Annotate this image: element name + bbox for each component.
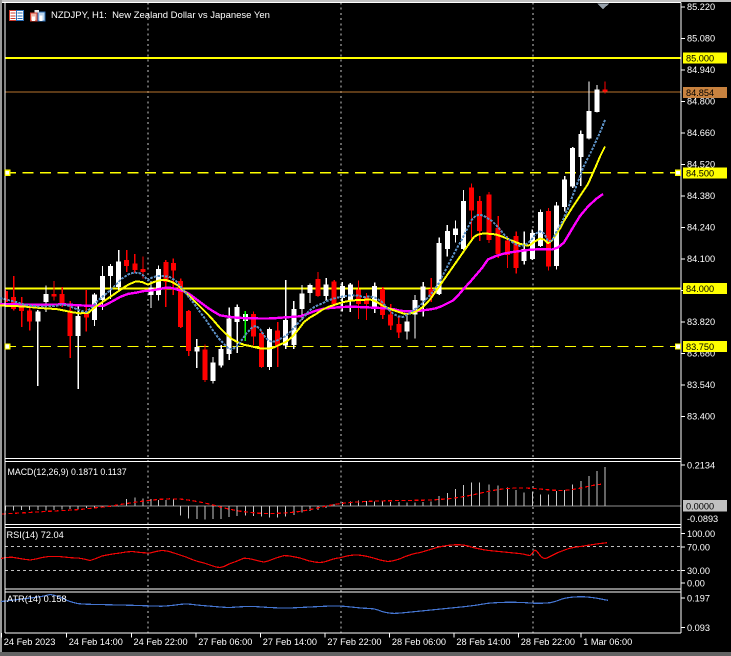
svg-text:83.540: 83.540 bbox=[687, 380, 715, 390]
svg-text:-0.0893: -0.0893 bbox=[687, 514, 718, 524]
svg-text:84.500: 84.500 bbox=[686, 169, 714, 179]
svg-text:0.093: 0.093 bbox=[687, 623, 710, 633]
svg-text:85.000: 85.000 bbox=[686, 54, 714, 64]
svg-text:0.0000: 0.0000 bbox=[686, 502, 714, 512]
svg-text:85.080: 85.080 bbox=[687, 34, 715, 44]
svg-text:70.00: 70.00 bbox=[687, 542, 710, 552]
svg-text:84.520: 84.520 bbox=[687, 160, 715, 170]
svg-text:0.2134: 0.2134 bbox=[687, 461, 715, 471]
svg-text:RSI(14) 72.04: RSI(14) 72.04 bbox=[7, 530, 64, 540]
svg-text:0.197: 0.197 bbox=[687, 593, 710, 603]
svg-text:30.00: 30.00 bbox=[687, 566, 710, 576]
svg-text:84.000: 84.000 bbox=[686, 284, 714, 294]
svg-text:83.680: 83.680 bbox=[687, 349, 715, 359]
svg-text:85.220: 85.220 bbox=[687, 2, 715, 12]
svg-text:84.940: 84.940 bbox=[687, 65, 715, 75]
svg-text:27 Feb 14:00: 27 Feb 14:00 bbox=[263, 637, 317, 647]
svg-text:1 Mar 06:00: 1 Mar 06:00 bbox=[583, 637, 632, 647]
svg-text:27 Feb 22:00: 27 Feb 22:00 bbox=[327, 637, 381, 647]
svg-text:24 Feb 2023: 24 Feb 2023 bbox=[4, 637, 56, 647]
svg-text:28 Feb 06:00: 28 Feb 06:00 bbox=[392, 637, 446, 647]
svg-text:84.800: 84.800 bbox=[687, 97, 715, 107]
svg-text:83.400: 83.400 bbox=[687, 412, 715, 422]
svg-text:28 Feb 14:00: 28 Feb 14:00 bbox=[456, 637, 510, 647]
svg-text:MACD(12,26,9) 0.1871 0.1137: MACD(12,26,9) 0.1871 0.1137 bbox=[8, 467, 127, 477]
svg-text:84.854: 84.854 bbox=[686, 88, 714, 98]
svg-text:84.660: 84.660 bbox=[687, 128, 715, 138]
svg-text:NZDJPY, H1: New Zealand Dolla: NZDJPY, H1: New Zealand Dollar vs Japane… bbox=[51, 10, 270, 21]
svg-text:83.820: 83.820 bbox=[687, 317, 715, 327]
svg-text:84.380: 84.380 bbox=[687, 191, 715, 201]
svg-text:28 Feb 22:00: 28 Feb 22:00 bbox=[521, 637, 575, 647]
svg-text:ATR(14) 0.158: ATR(14) 0.158 bbox=[7, 594, 67, 604]
svg-text:84.100: 84.100 bbox=[687, 254, 715, 264]
svg-text:0.00: 0.00 bbox=[687, 578, 705, 588]
svg-text:24 Feb 14:00: 24 Feb 14:00 bbox=[69, 637, 123, 647]
svg-text:100.00: 100.00 bbox=[687, 529, 715, 539]
svg-text:83.750: 83.750 bbox=[686, 342, 714, 352]
svg-text:24 Feb 22:00: 24 Feb 22:00 bbox=[134, 637, 188, 647]
svg-text:84.240: 84.240 bbox=[687, 223, 715, 233]
svg-text:27 Feb 06:00: 27 Feb 06:00 bbox=[198, 637, 252, 647]
